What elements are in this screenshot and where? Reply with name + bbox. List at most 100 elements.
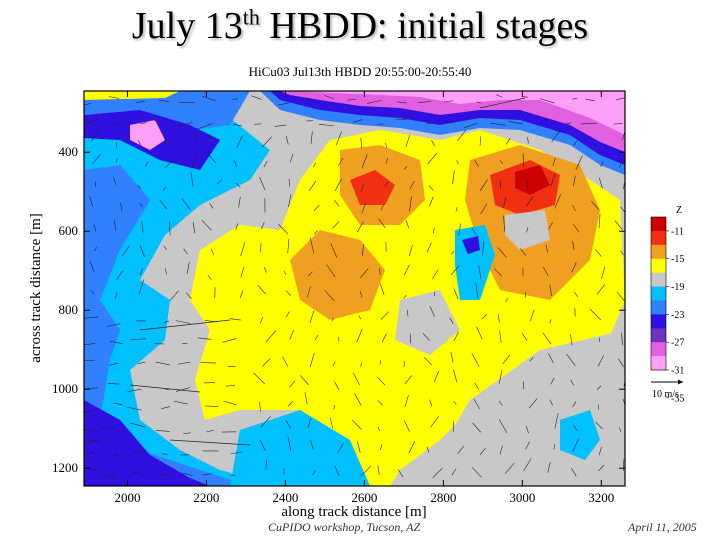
wind-vector [367, 99, 382, 104]
wind-vector [334, 381, 340, 391]
wind-vector [520, 248, 527, 256]
x-tick-label: 2400 [272, 490, 298, 505]
wind-vector [285, 290, 292, 296]
wind-vector [379, 283, 385, 295]
wind-vector [163, 320, 170, 323]
wind-vector [379, 360, 381, 365]
wind-vector [263, 266, 267, 273]
wind-vector [429, 305, 435, 317]
x-tick-label: 2800 [430, 490, 456, 505]
wind-vector [572, 438, 579, 452]
wind-vector [542, 266, 549, 277]
wind-vector [550, 173, 556, 187]
wind-vector [137, 140, 141, 145]
wind-vector [408, 440, 416, 454]
wind-vector [476, 101, 482, 104]
wind-vector [409, 196, 412, 212]
contour-northwest-pink [130, 120, 165, 150]
wind-vector [480, 203, 488, 215]
wind-vector [426, 122, 432, 125]
wind-vector [573, 425, 578, 432]
wind-vector [92, 154, 101, 164]
wind-vector [545, 244, 548, 253]
wind-vector [473, 398, 480, 409]
colorbar-level-label: -19 [671, 282, 684, 293]
colorbar-level-label: -15 [671, 254, 684, 265]
wind-vector [232, 123, 242, 127]
wind-vector [549, 284, 552, 296]
wind-vector [361, 154, 368, 169]
x-tick-label: 3000 [509, 490, 535, 505]
contour-blue-southeast [560, 410, 600, 460]
wind-vector [152, 119, 165, 123]
wind-vector [496, 94, 503, 98]
wind-vector [114, 123, 121, 126]
wind-vector [356, 328, 363, 343]
wind-vector [169, 290, 179, 301]
wind-vector [240, 266, 245, 278]
wind-vector [309, 310, 315, 324]
wind-vector [554, 194, 561, 209]
wind-vector [472, 422, 481, 433]
axes: 2000 2200 2400 2600 2800 3000 3200 400 600 800 100… [52, 91, 625, 505]
wind-vector [181, 198, 191, 210]
wind-vector [570, 379, 575, 386]
wind-vector [428, 185, 434, 191]
wind-vector [618, 358, 624, 368]
wind-vector [338, 157, 344, 167]
contour-top-lightpink [290, 91, 625, 135]
wind-vector [503, 215, 505, 232]
wind-vector [385, 142, 387, 148]
wind-vector [307, 418, 311, 429]
wind-vector [453, 331, 459, 342]
wind-vector [259, 176, 266, 191]
wind-vector [360, 291, 363, 298]
wind-vector [598, 214, 601, 229]
wind-vector [127, 388, 142, 392]
y-axis-label: across track distance [m] [28, 213, 44, 363]
wind-vector [202, 473, 212, 476]
wind-vector [499, 330, 502, 343]
wind-vector [175, 387, 190, 392]
colorbar-swatch [651, 328, 666, 343]
wind-vector [233, 160, 238, 167]
wind-vector [278, 102, 289, 106]
wind-vector [572, 241, 575, 251]
wind-vector [207, 275, 212, 280]
wind-vector [285, 311, 290, 318]
wind-vector [623, 183, 625, 190]
wind-vector [334, 178, 342, 192]
vector-reference-arrowhead [678, 379, 683, 385]
wind-vector [235, 182, 241, 188]
wind-vector [265, 460, 267, 471]
wind-vector [430, 416, 440, 428]
wind-vector [573, 224, 580, 233]
wind-vector [177, 361, 191, 365]
colorbar-level-label: -11 [671, 226, 684, 237]
contour-deepblue-spot-center [462, 236, 480, 254]
wind-vector [553, 444, 555, 450]
wind-vector [432, 269, 439, 279]
wind-vector [282, 356, 289, 367]
wind-vector [614, 220, 623, 230]
wind-vector [332, 361, 336, 367]
wind-vector [84, 343, 96, 345]
wind-vector [571, 468, 577, 477]
wind-vector [551, 130, 561, 143]
contour-top-pink [280, 91, 625, 152]
wind-vector [175, 320, 191, 324]
wind-vector [427, 152, 438, 165]
wind-vector [319, 124, 334, 127]
wind-vector [621, 332, 623, 346]
wind-vector [109, 362, 119, 366]
colorbar-title: Z [676, 205, 682, 216]
wind-vector [354, 393, 362, 406]
wind-vector [540, 98, 555, 104]
wind-vector [161, 406, 171, 409]
wind-vector [164, 135, 167, 146]
wind-vector [598, 177, 603, 189]
wind-vector [289, 380, 296, 388]
wind-vector [502, 354, 511, 365]
wind-vector [138, 361, 146, 364]
wind-vector [452, 170, 455, 185]
